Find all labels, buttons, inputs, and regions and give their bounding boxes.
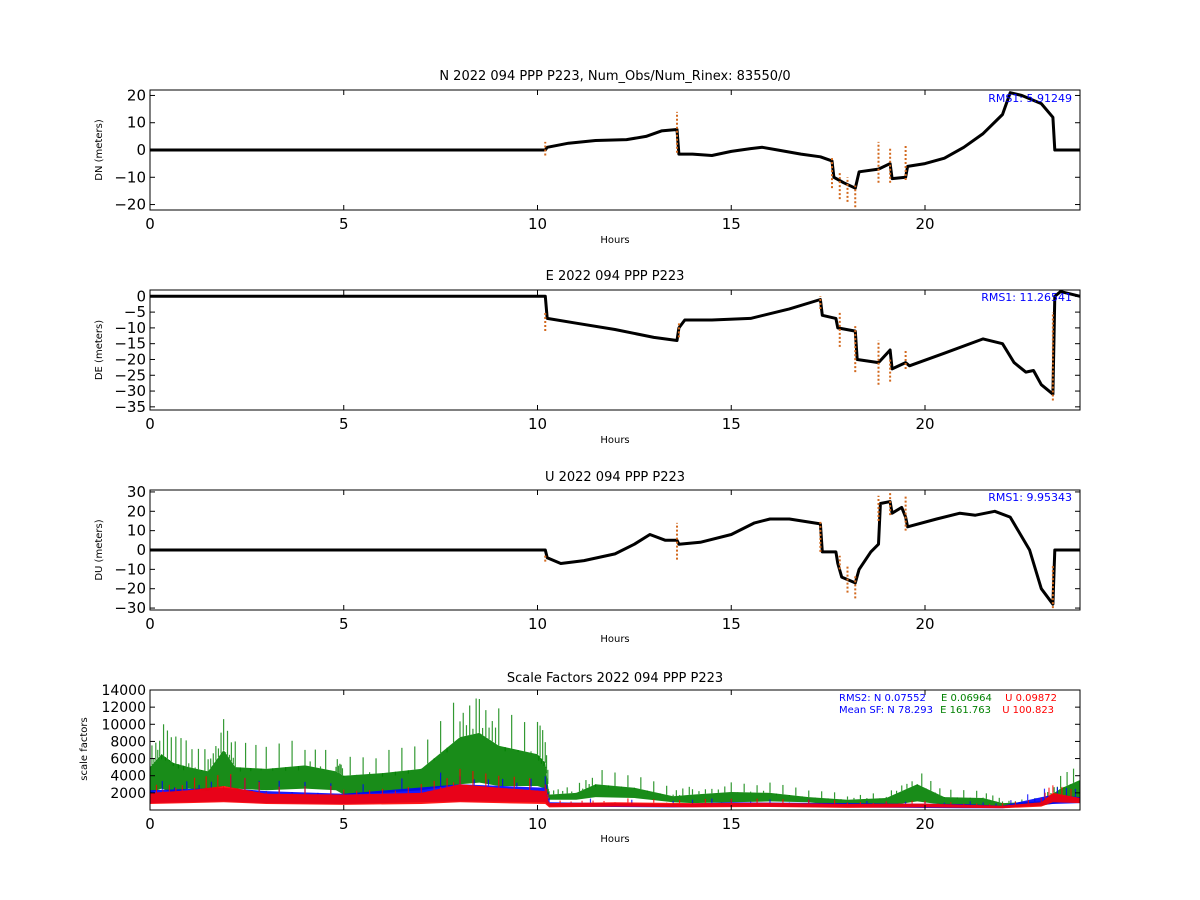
- y-tick-label: −20: [114, 196, 146, 214]
- x-tick-label: 15: [722, 215, 741, 233]
- y-tick-label: 10: [127, 522, 146, 540]
- y-tick-label: 0: [136, 141, 146, 159]
- y-tick-label: 2000: [110, 786, 146, 802]
- x-tick-label: 15: [722, 815, 741, 833]
- plot-area: [150, 290, 1080, 401]
- y-tick-label: 0: [136, 541, 146, 559]
- chart-panel-scale-factors: Scale Factors 2022 094 PPP P223 Hours sc…: [79, 671, 1081, 845]
- data-layer: [150, 698, 1080, 809]
- y-tick-label: 30: [127, 483, 146, 501]
- mean-sf-u: U 100.823: [1002, 705, 1054, 716]
- chart-title: U 2022 094 PPP P223: [545, 470, 685, 485]
- x-tick-label: 20: [915, 615, 934, 633]
- chart-panel-north: N 2022 094 PPP P223, Num_Obs/Num_Rinex: …: [94, 69, 1081, 246]
- y-axis-ticks: −20 −10 0 10 20: [114, 86, 1080, 214]
- plot-area: [150, 91, 1080, 208]
- x-tick-label: 0: [145, 815, 155, 833]
- rms2-n: RMS2: N 0.07552: [839, 693, 926, 704]
- x-tick-label: 10: [528, 615, 547, 633]
- y-tick-label: −30: [114, 599, 146, 617]
- y-tick-label: −25: [114, 366, 146, 384]
- x-axis-label: Hours: [600, 235, 629, 246]
- y-tick-label: 20: [127, 502, 146, 520]
- rms1-annotation: RMS1: 11.26541: [981, 291, 1072, 304]
- x-tick-label: 5: [339, 415, 349, 433]
- axes-frame: [149, 289, 1081, 411]
- series-trace: [150, 500, 1080, 606]
- x-tick-label: 20: [915, 815, 934, 833]
- y-tick-label: 0: [136, 287, 146, 305]
- plot-area: [150, 698, 1080, 809]
- x-tick-label: 15: [722, 415, 741, 433]
- x-tick-label: 5: [339, 815, 349, 833]
- series-band: [150, 732, 1080, 808]
- y-axis-label: scale factors: [79, 717, 90, 780]
- mean-sf-e: E 161.763: [940, 705, 991, 716]
- x-tick-label: 10: [528, 215, 547, 233]
- x-tick-label: 0: [145, 415, 155, 433]
- y-tick-label: −35: [114, 398, 146, 416]
- y-tick-label: −5: [124, 303, 146, 321]
- y-tick-label: 14000: [101, 683, 146, 699]
- rms2-e: E 0.06964: [941, 693, 992, 704]
- chart-title: E 2022 094 PPP P223: [546, 269, 685, 284]
- y-tick-label: −10: [114, 168, 146, 186]
- y-axis-label: DE (meters): [94, 320, 105, 380]
- mean-sf-n: Mean SF: N 78.293: [839, 705, 933, 716]
- y-tick-label: −15: [114, 335, 146, 353]
- chart-title: Scale Factors 2022 094 PPP P223: [507, 671, 723, 686]
- mean-sf-annotation: Mean SF: N 78.293 E 161.763 U 100.823: [839, 705, 1054, 716]
- x-tick-label: 0: [145, 215, 155, 233]
- y-tick-label: 4000: [110, 769, 146, 785]
- y-tick-label: 10: [127, 114, 146, 132]
- x-tick-label: 20: [915, 415, 934, 433]
- axes-frame: [149, 689, 1081, 811]
- x-axis-ticks: 0 5 10 15 20: [145, 490, 935, 633]
- x-axis-ticks: 0 5 10 15 20: [145, 90, 935, 233]
- x-axis-label: Hours: [600, 435, 629, 446]
- chart-panel-up: U 2022 094 PPP P223 Hours DU (meters) 0 5…: [94, 470, 1081, 645]
- x-axis-ticks: 0 5 10 15 20: [145, 290, 935, 433]
- x-axis-ticks: 0 5 10 15 20: [145, 690, 935, 833]
- rms2-u: U 0.09872: [1005, 693, 1057, 704]
- y-tick-label: 20: [127, 86, 146, 104]
- plot-area: [150, 491, 1080, 609]
- x-tick-label: 5: [339, 215, 349, 233]
- rms2-annotation: RMS2: N 0.07552 E 0.06964 U 0.09872: [839, 693, 1057, 704]
- y-tick-label: −20: [114, 580, 146, 598]
- y-tick-label: −10: [114, 560, 146, 578]
- y-tick-label: −30: [114, 382, 146, 400]
- y-tick-label: −20: [114, 350, 146, 368]
- data-layer: [150, 91, 1080, 208]
- series-trace: [150, 290, 1080, 396]
- x-tick-label: 0: [145, 615, 155, 633]
- chart-panel-east: E 2022 094 PPP P223 Hours DE (meters) 0 5…: [94, 269, 1081, 446]
- y-axis-label: DN (meters): [94, 119, 105, 181]
- x-tick-label: 15: [722, 615, 741, 633]
- y-tick-label: 10000: [101, 717, 146, 733]
- y-tick-label: 12000: [101, 700, 146, 716]
- x-axis-label: Hours: [600, 834, 629, 845]
- x-tick-label: 10: [528, 415, 547, 433]
- y-tick-label: 6000: [110, 752, 146, 768]
- x-tick-label: 20: [915, 215, 934, 233]
- y-tick-label: −10: [114, 319, 146, 337]
- y-tick-label: 8000: [110, 734, 146, 750]
- data-layer: [150, 290, 1080, 401]
- x-tick-label: 10: [528, 815, 547, 833]
- x-axis-label: Hours: [600, 634, 629, 645]
- data-layer: [150, 491, 1080, 609]
- rms1-annotation: RMS1: 9.95343: [988, 491, 1072, 504]
- y-axis-label: DU (meters): [94, 519, 105, 580]
- x-tick-label: 5: [339, 615, 349, 633]
- chart-title: N 2022 094 PPP P223, Num_Obs/Num_Rinex: …: [439, 69, 790, 84]
- y-axis-ticks: −35−30−25−20−15−10−50: [114, 287, 1080, 416]
- series-trace: [150, 91, 1080, 190]
- rms1-annotation: RMS1: 5.91249: [988, 92, 1072, 105]
- series-band: [150, 784, 1080, 809]
